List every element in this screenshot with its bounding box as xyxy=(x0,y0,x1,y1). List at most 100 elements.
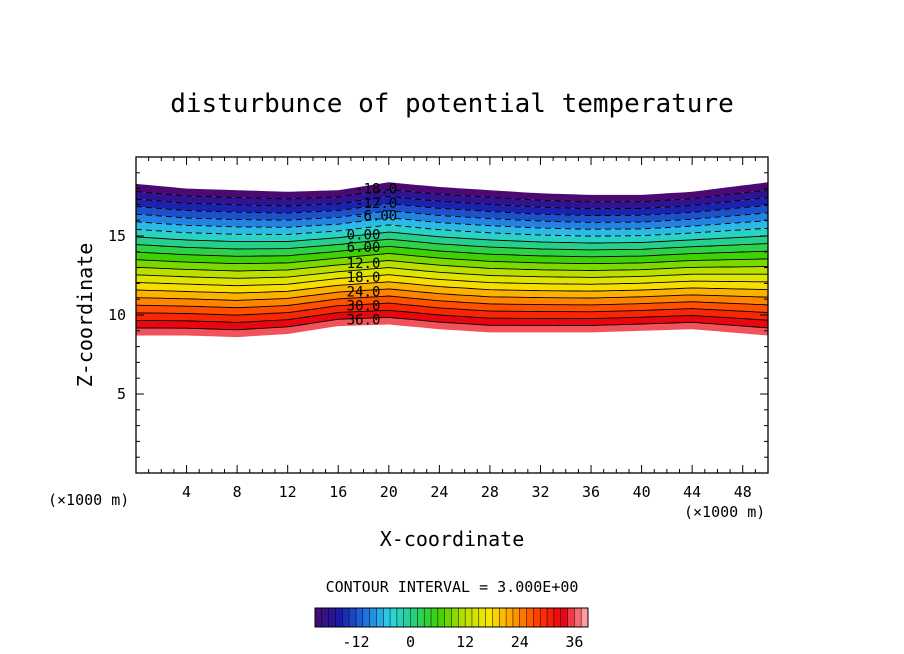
contour-band xyxy=(136,274,768,293)
contour-band xyxy=(136,210,768,230)
colorbar-cell xyxy=(424,608,432,627)
colorbar-cell xyxy=(574,608,582,627)
contour-line xyxy=(136,231,768,244)
colorbar-cell xyxy=(492,608,500,627)
contour-band xyxy=(136,203,768,223)
colorbar-cell xyxy=(465,608,473,627)
colorbar-cell xyxy=(328,608,336,627)
colorbar-cell xyxy=(506,608,514,627)
y-unit-label: (×1000 m) xyxy=(48,491,129,509)
colorbar-cell xyxy=(437,608,445,627)
contour-band xyxy=(136,239,768,257)
contour-band xyxy=(136,232,768,250)
contour-line xyxy=(136,309,768,323)
colorbar-cell xyxy=(349,608,357,627)
colorbar-cell xyxy=(390,608,398,627)
contour-label: 30.0 xyxy=(347,299,381,315)
contour-interval-label: CONTOUR INTERVAL = 3.000E+00 xyxy=(326,578,579,596)
contour-label: 18.0 xyxy=(347,270,381,286)
colorbar-frame xyxy=(314,607,589,628)
contour-band xyxy=(136,189,768,209)
contour-line xyxy=(136,260,768,272)
contour-band xyxy=(136,253,768,271)
colorbar-cell xyxy=(355,608,363,627)
contour-label: -12.0 xyxy=(355,196,397,212)
contour-band xyxy=(136,182,768,202)
colorbar-cell xyxy=(567,608,575,627)
contour-line xyxy=(136,274,768,287)
colorbar-cell xyxy=(417,608,425,627)
contour-line xyxy=(136,210,768,223)
colorbar-cell xyxy=(444,608,452,627)
x-tick-label: 48 xyxy=(734,483,752,501)
contour-band xyxy=(136,281,768,301)
x-tick-label: 12 xyxy=(279,483,297,501)
colorbar-cell xyxy=(321,608,329,627)
colorbar-cell xyxy=(403,608,411,627)
colorbar-cells xyxy=(314,608,589,627)
contour-label: 12.0 xyxy=(347,256,381,272)
y-tick-label: 10 xyxy=(108,306,126,324)
colorbar-cell xyxy=(410,608,418,627)
contour-line xyxy=(136,188,768,203)
contour-line xyxy=(136,252,768,265)
x-axis-label: X-coordinate xyxy=(380,527,525,551)
x-tick-label: 24 xyxy=(430,483,448,501)
x-tick-label: 4 xyxy=(182,483,191,501)
y-axis-label: Z-coordinate xyxy=(73,243,97,388)
colorbar-cell xyxy=(478,608,486,627)
colorbar-cell xyxy=(471,608,479,627)
x-tick-label: 28 xyxy=(481,483,499,501)
contour-label: 6.00 xyxy=(347,240,381,256)
x-tick-label: 44 xyxy=(683,483,701,501)
x-tick-label: 20 xyxy=(380,483,398,501)
contour-line xyxy=(136,295,768,309)
colorbar-cell xyxy=(376,608,384,627)
x-tick-label: 36 xyxy=(582,483,600,501)
colorbar-cell xyxy=(315,608,323,627)
contour-field xyxy=(136,182,768,338)
contour-band xyxy=(136,288,768,308)
contour-band xyxy=(136,246,768,264)
contour-label: 24.0 xyxy=(347,284,381,300)
colorbar-tick-label: 12 xyxy=(456,633,474,651)
y-tick-label: 5 xyxy=(117,385,126,403)
colorbar-cell xyxy=(499,608,507,627)
contour-band xyxy=(136,267,768,286)
colorbar-tick-label: -12 xyxy=(342,633,369,651)
chart-title: disturbunce of potential temperature xyxy=(170,89,734,119)
contour-band xyxy=(136,317,768,338)
contour-line xyxy=(136,267,768,279)
colorbar-cell xyxy=(451,608,459,627)
contour-band xyxy=(136,260,768,279)
contour-line xyxy=(136,281,768,294)
contour-band xyxy=(136,196,768,216)
y-tick-label: 15 xyxy=(108,227,126,245)
contour-line xyxy=(136,203,768,216)
colorbar-tick-label: 24 xyxy=(511,633,529,651)
x-axis-ticks: 4 8 12 16 20 24 28 32 36 40 44 48 xyxy=(148,157,756,501)
plot-area: -18.0-12.0-6.000.006.0012.018.024.030.03… xyxy=(108,156,769,501)
colorbar-cell xyxy=(396,608,404,627)
colorbar-cell xyxy=(485,608,493,627)
colorbar-cell xyxy=(553,608,561,627)
colorbar-tick-label: 0 xyxy=(406,633,415,651)
colorbar-cell xyxy=(369,608,377,627)
contour-label: 36.0 xyxy=(347,313,381,329)
colorbar-cell xyxy=(431,608,439,627)
contour-labels: -18.0-12.0-6.00 0.006.0012.018.024.030.03… xyxy=(347,182,398,329)
colorbar-cell xyxy=(560,608,568,627)
colorbar-cell xyxy=(581,608,589,627)
contour-label: -6.00 xyxy=(355,208,397,224)
colorbar-cell xyxy=(383,608,391,627)
contour-band xyxy=(136,217,768,237)
colorbar-tick-labels: -12 0 12 24 36 xyxy=(342,633,583,651)
colorbar-cell xyxy=(533,608,541,627)
contour-line xyxy=(136,302,768,316)
contour-label: 0.00 xyxy=(347,227,381,243)
x-unit-label: (×1000 m) xyxy=(684,503,765,521)
colorbar-tick-label: 36 xyxy=(565,633,583,651)
contour-line xyxy=(136,238,768,251)
colorbar-cell xyxy=(547,608,555,627)
